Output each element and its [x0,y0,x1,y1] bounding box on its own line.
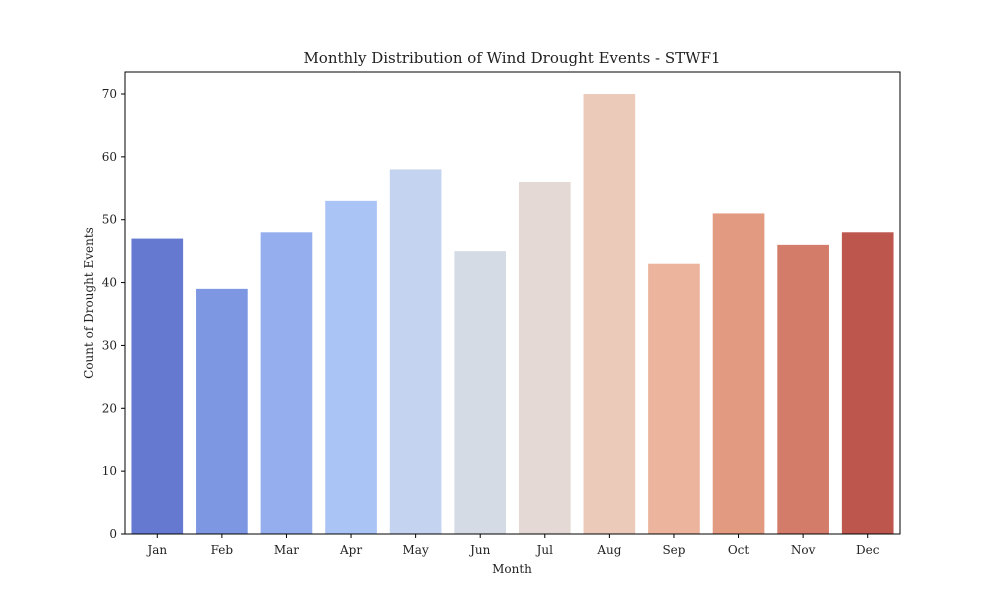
x-tick-label: Nov [791,543,816,557]
x-tick-label: Aug [596,543,621,557]
bar-feb [196,288,248,534]
y-tick-label: 30 [102,338,117,352]
x-tick-label: Oct [728,543,750,557]
y-tick-label: 0 [109,527,117,541]
bar-jun [454,251,507,534]
x-axis-title: Month [492,562,532,576]
y-axis-title: Count of Drought Events [82,227,96,379]
x-tick-label: Jan [145,543,167,557]
bar-jul [518,182,571,534]
x-tick-label: Jul [535,543,554,557]
bar-nov [777,244,829,534]
bar-oct [712,213,765,534]
y-axis-ticks: 0 10 20 30 40 50 60 70 [102,87,125,541]
x-tick-label: Mar [274,543,299,557]
y-tick-label: 70 [102,87,117,101]
x-tick-label: Feb [211,543,234,557]
bar-may [389,169,442,534]
bar-mar [260,232,313,535]
y-tick-label: 10 [102,464,117,478]
x-axis-ticks: Jan Feb Mar Apr May Jun Jul Aug Sep Oct Nov Dec [145,534,880,557]
y-tick-label: 60 [102,150,117,164]
chart-title: Monthly Distribution of Wind Drought Eve… [303,49,720,67]
y-tick-label: 20 [102,401,117,415]
bar-dec [841,232,894,535]
bar-sep [648,263,700,534]
x-tick-label: Sep [662,543,685,557]
y-tick-label: 50 [102,213,117,227]
x-tick-label: Jun [468,543,491,557]
bar-jan [131,238,184,535]
x-tick-label: Apr [339,543,362,557]
bar-aug [583,94,636,534]
bars-group [131,94,894,535]
bar-apr [325,200,377,534]
y-tick-label: 40 [102,276,117,290]
x-tick-label: May [403,543,429,557]
x-tick-label: Dec [856,543,880,557]
plot-area-frame [124,71,901,535]
